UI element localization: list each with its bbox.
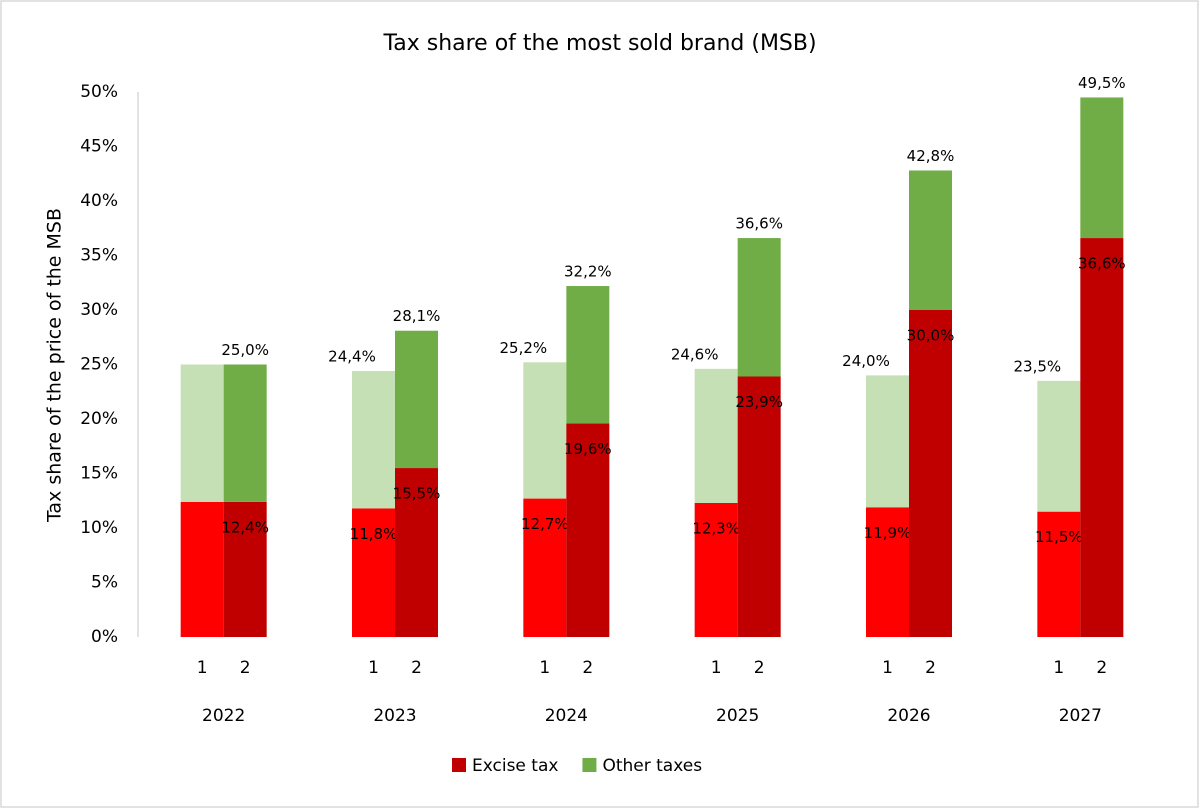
x-tick-label: 1 xyxy=(882,658,893,678)
bar-segment xyxy=(694,502,738,637)
bar-segment xyxy=(1037,380,1081,512)
bar-segment xyxy=(395,330,438,469)
y-tick-label: 15% xyxy=(80,464,118,484)
total-label: 23,5% xyxy=(1014,357,1062,375)
bar-segment xyxy=(1080,97,1124,239)
x-tick-label: 2 xyxy=(925,658,936,678)
data-label: 30,0% xyxy=(907,327,955,345)
bar-segment xyxy=(866,507,909,637)
y-tick-label: 5% xyxy=(91,573,118,593)
y-tick-label: 10% xyxy=(80,518,118,538)
total-label: 24,4% xyxy=(328,348,376,366)
x-tick-label: 2 xyxy=(1096,658,1107,678)
bar-segment xyxy=(352,371,395,509)
group-label: 2025 xyxy=(716,706,759,726)
y-tick-label: 40% xyxy=(80,191,118,211)
x-tick-label: 1 xyxy=(1053,658,1064,678)
bar-segment xyxy=(737,238,781,377)
data-label: 12,4% xyxy=(221,518,269,536)
x-tick-label: 2 xyxy=(582,658,593,678)
chart-title: Tax share of the most sold brand (MSB) xyxy=(382,31,816,56)
data-label: 19,6% xyxy=(564,440,612,458)
bar-segment xyxy=(352,508,395,637)
total-label: 28,1% xyxy=(393,307,441,325)
y-axis-title: Tax share of the price of the MSB xyxy=(44,208,66,523)
data-label: 12,7% xyxy=(521,515,569,533)
bar-segment xyxy=(223,364,267,502)
total-label: 24,0% xyxy=(842,352,890,370)
x-tick-label: 1 xyxy=(197,658,208,678)
bar-segment xyxy=(866,375,909,508)
data-label: 15,5% xyxy=(393,485,441,503)
legend-swatch xyxy=(582,758,597,772)
total-label: 32,2% xyxy=(564,263,612,281)
data-label: 11,9% xyxy=(864,524,912,542)
y-tick-label: 35% xyxy=(80,246,118,266)
y-tick-label: 30% xyxy=(80,300,118,320)
x-tick-label: 1 xyxy=(539,658,550,678)
bar-segment xyxy=(566,286,610,424)
y-tick-label: 50% xyxy=(80,82,118,102)
data-label: 23,9% xyxy=(735,393,783,411)
y-tick-label: 0% xyxy=(91,627,118,647)
bar-segment xyxy=(737,376,781,637)
legend-label: Other taxes xyxy=(602,756,702,776)
bar-segment xyxy=(694,368,738,503)
bar-segment xyxy=(523,362,567,499)
group-label: 2023 xyxy=(373,706,416,726)
y-tick-label: 25% xyxy=(80,355,118,375)
total-label: 24,6% xyxy=(671,345,719,363)
bar-segment xyxy=(180,364,224,502)
y-tick-label: 45% xyxy=(80,137,118,157)
data-label: 11,8% xyxy=(350,525,398,543)
group-label: 2027 xyxy=(1059,706,1102,726)
x-tick-label: 2 xyxy=(411,658,422,678)
x-tick-label: 1 xyxy=(368,658,379,678)
data-label: 12,3% xyxy=(692,519,740,537)
total-label: 36,6% xyxy=(735,215,783,233)
x-tick-label: 2 xyxy=(240,658,251,678)
total-label: 25,2% xyxy=(500,339,548,357)
data-label: 11,5% xyxy=(1035,528,1083,546)
total-label: 49,5% xyxy=(1078,74,1126,92)
bar-segment xyxy=(395,468,438,637)
total-label: 42,8% xyxy=(907,147,955,165)
group-label: 2024 xyxy=(545,706,588,726)
bar-segment xyxy=(1080,238,1124,637)
x-tick-label: 2 xyxy=(754,658,765,678)
bar-segment xyxy=(566,423,610,637)
bar-segment xyxy=(523,498,567,637)
bar-segment xyxy=(909,170,952,310)
legend-swatch xyxy=(452,758,466,772)
group-label: 2026 xyxy=(887,706,930,726)
group-label: 2022 xyxy=(202,706,245,726)
bar-segment xyxy=(180,501,224,637)
y-tick-label: 20% xyxy=(80,409,118,429)
total-label: 25,0% xyxy=(221,341,269,359)
bar-segment xyxy=(223,501,267,637)
legend-label: Excise tax xyxy=(472,756,558,776)
data-label: 36,6% xyxy=(1078,255,1126,273)
bar-segment xyxy=(909,310,952,637)
x-tick-label: 1 xyxy=(711,658,722,678)
bar-segment xyxy=(1037,511,1081,637)
